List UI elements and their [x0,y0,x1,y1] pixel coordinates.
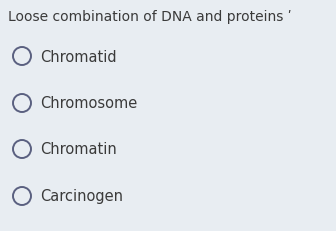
Text: Loose combination of DNA and proteins ʹ: Loose combination of DNA and proteins ʹ [8,10,292,24]
Text: Chromatid: Chromatid [40,49,117,64]
Text: Chromosome: Chromosome [40,96,137,111]
Text: Carcinogen: Carcinogen [40,189,123,204]
Text: Chromatin: Chromatin [40,142,117,157]
